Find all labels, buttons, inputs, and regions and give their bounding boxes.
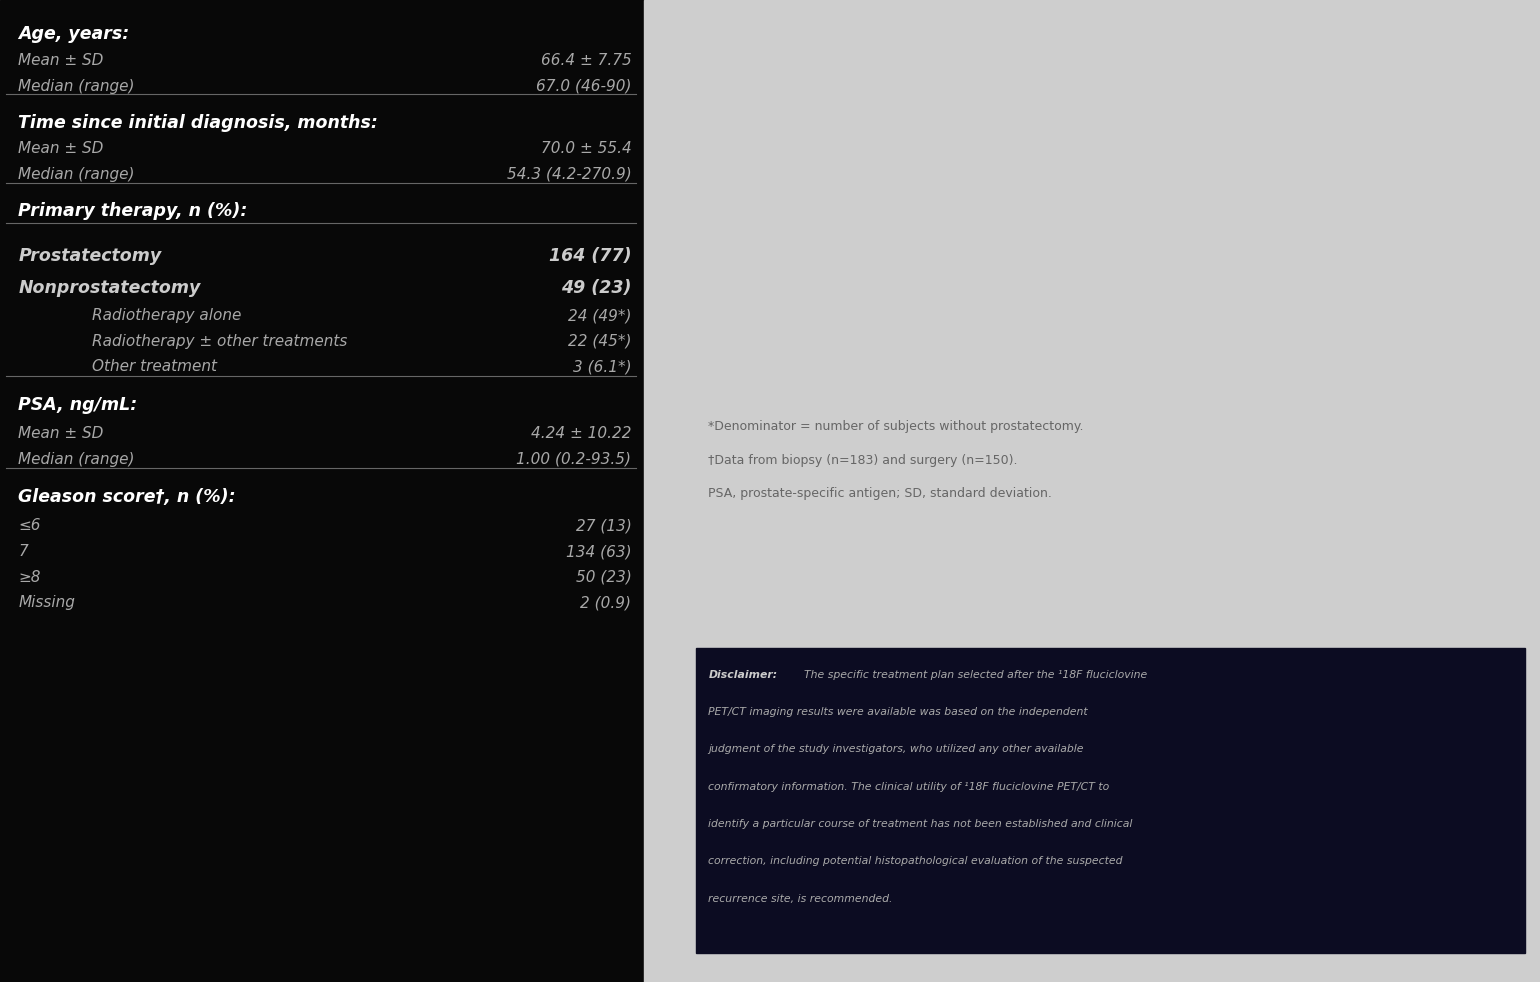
Bar <box>696 648 1525 953</box>
Text: Nonprostatectomy: Nonprostatectomy <box>18 279 200 297</box>
Text: 4.24 ± 10.22: 4.24 ± 10.22 <box>531 426 631 441</box>
Text: 67.0 (46-90): 67.0 (46-90) <box>536 79 631 93</box>
Text: Primary therapy, n (%):: Primary therapy, n (%): <box>18 202 248 220</box>
Text: recurrence site, is recommended.: recurrence site, is recommended. <box>708 894 893 903</box>
Text: 134 (63): 134 (63) <box>565 544 631 559</box>
Text: 50 (23): 50 (23) <box>576 570 631 584</box>
Text: 22 (45*): 22 (45*) <box>568 334 631 349</box>
Text: PET/CT imaging results were available was based on the independent: PET/CT imaging results were available wa… <box>708 707 1089 717</box>
Text: Prostatectomy: Prostatectomy <box>18 247 162 265</box>
Text: 27 (13): 27 (13) <box>576 518 631 533</box>
Text: 49 (23): 49 (23) <box>561 279 631 297</box>
Text: judgment of the study investigators, who utilized any other available: judgment of the study investigators, who… <box>708 744 1084 754</box>
Text: Time since initial diagnosis, months:: Time since initial diagnosis, months: <box>18 114 379 132</box>
Text: ≥8: ≥8 <box>18 570 42 584</box>
Text: 54.3 (4.2-270.9): 54.3 (4.2-270.9) <box>507 167 631 182</box>
Text: Mean ± SD: Mean ± SD <box>18 426 103 441</box>
Text: Median (range): Median (range) <box>18 452 136 466</box>
Text: 66.4 ± 7.75: 66.4 ± 7.75 <box>541 53 631 68</box>
Text: †Data from biopsy (n=183) and surgery (n=150).: †Data from biopsy (n=183) and surgery (n… <box>708 454 1018 466</box>
Text: correction, including potential histopathological evaluation of the suspected: correction, including potential histopat… <box>708 856 1123 866</box>
Text: Gleason score†, n (%):: Gleason score†, n (%): <box>18 488 236 506</box>
Text: identify a particular course of treatment has not been established and clinical: identify a particular course of treatmen… <box>708 819 1133 829</box>
Text: Median (range): Median (range) <box>18 167 136 182</box>
Text: 70.0 ± 55.4: 70.0 ± 55.4 <box>541 141 631 156</box>
Text: The specific treatment plan selected after the ¹18F fluciclovine: The specific treatment plan selected aft… <box>804 670 1147 680</box>
Text: Mean ± SD: Mean ± SD <box>18 53 103 68</box>
Text: Missing: Missing <box>18 595 75 610</box>
Text: PSA, ng/mL:: PSA, ng/mL: <box>18 396 137 413</box>
Text: Other treatment: Other treatment <box>92 359 217 374</box>
Bar <box>644 0 1540 982</box>
Text: Disclaimer:: Disclaimer: <box>708 670 778 680</box>
Text: 24 (49*): 24 (49*) <box>568 308 631 323</box>
Text: confirmatory information. The clinical utility of ¹18F fluciclovine PET/CT to: confirmatory information. The clinical u… <box>708 782 1110 791</box>
Text: 2 (0.9): 2 (0.9) <box>581 595 631 610</box>
Text: Age, years:: Age, years: <box>18 25 129 42</box>
Text: 3 (6.1*): 3 (6.1*) <box>573 359 631 374</box>
Text: 164 (77): 164 (77) <box>548 247 631 265</box>
Text: Radiotherapy alone: Radiotherapy alone <box>92 308 242 323</box>
Text: Median (range): Median (range) <box>18 79 136 93</box>
Bar <box>0 0 644 982</box>
Text: *Denominator = number of subjects without prostatectomy.: *Denominator = number of subjects withou… <box>708 420 1084 433</box>
Text: Mean ± SD: Mean ± SD <box>18 141 103 156</box>
Text: Radiotherapy ± other treatments: Radiotherapy ± other treatments <box>92 334 348 349</box>
Text: ≤6: ≤6 <box>18 518 42 533</box>
Text: PSA, prostate-specific antigen; SD, standard deviation.: PSA, prostate-specific antigen; SD, stan… <box>708 487 1052 500</box>
Text: 7: 7 <box>18 544 28 559</box>
Text: 1.00 (0.2-93.5): 1.00 (0.2-93.5) <box>516 452 631 466</box>
